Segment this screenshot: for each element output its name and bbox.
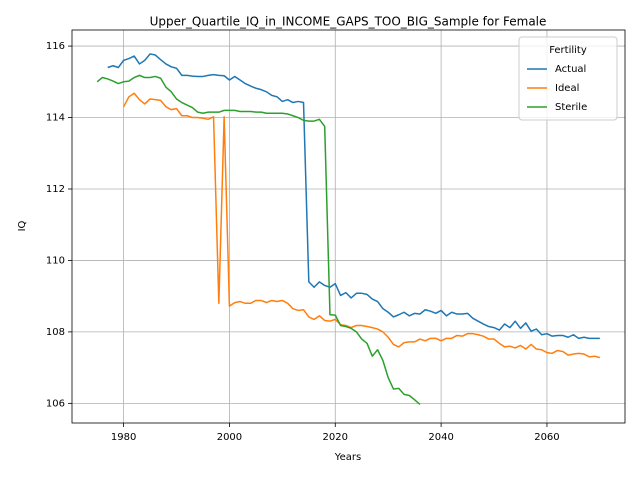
line-series (96, 74, 421, 405)
y-tick-label: 112 (46, 184, 65, 195)
x-tick-label: 1980 (111, 432, 136, 443)
chart-title: Upper_Quartile_IQ_in_INCOME_GAPS_TOO_BIG… (150, 15, 547, 29)
legend-label: Sterile (555, 102, 587, 113)
x-tick-label: 2000 (217, 432, 242, 443)
x-tick-label: 2020 (323, 432, 348, 443)
legend-label: Ideal (555, 83, 579, 94)
y-tick-label: 108 (46, 327, 65, 338)
legend-label: Actual (555, 64, 586, 75)
y-tick-label: 106 (46, 398, 65, 409)
legend-box (518, 36, 618, 121)
y-axis-label: IQ (17, 220, 28, 231)
x-tick-label: 2040 (428, 432, 453, 443)
x-tick-label: 2060 (534, 432, 559, 443)
y-tick-label: 116 (46, 41, 65, 52)
line-series (122, 92, 601, 359)
line-series (107, 53, 600, 340)
y-tick-label: 114 (46, 113, 65, 124)
x-axis-label: Years (334, 452, 361, 463)
legend-title: Fertility (549, 45, 587, 56)
y-tick-label: 110 (46, 255, 65, 266)
plot-frame (71, 29, 626, 424)
